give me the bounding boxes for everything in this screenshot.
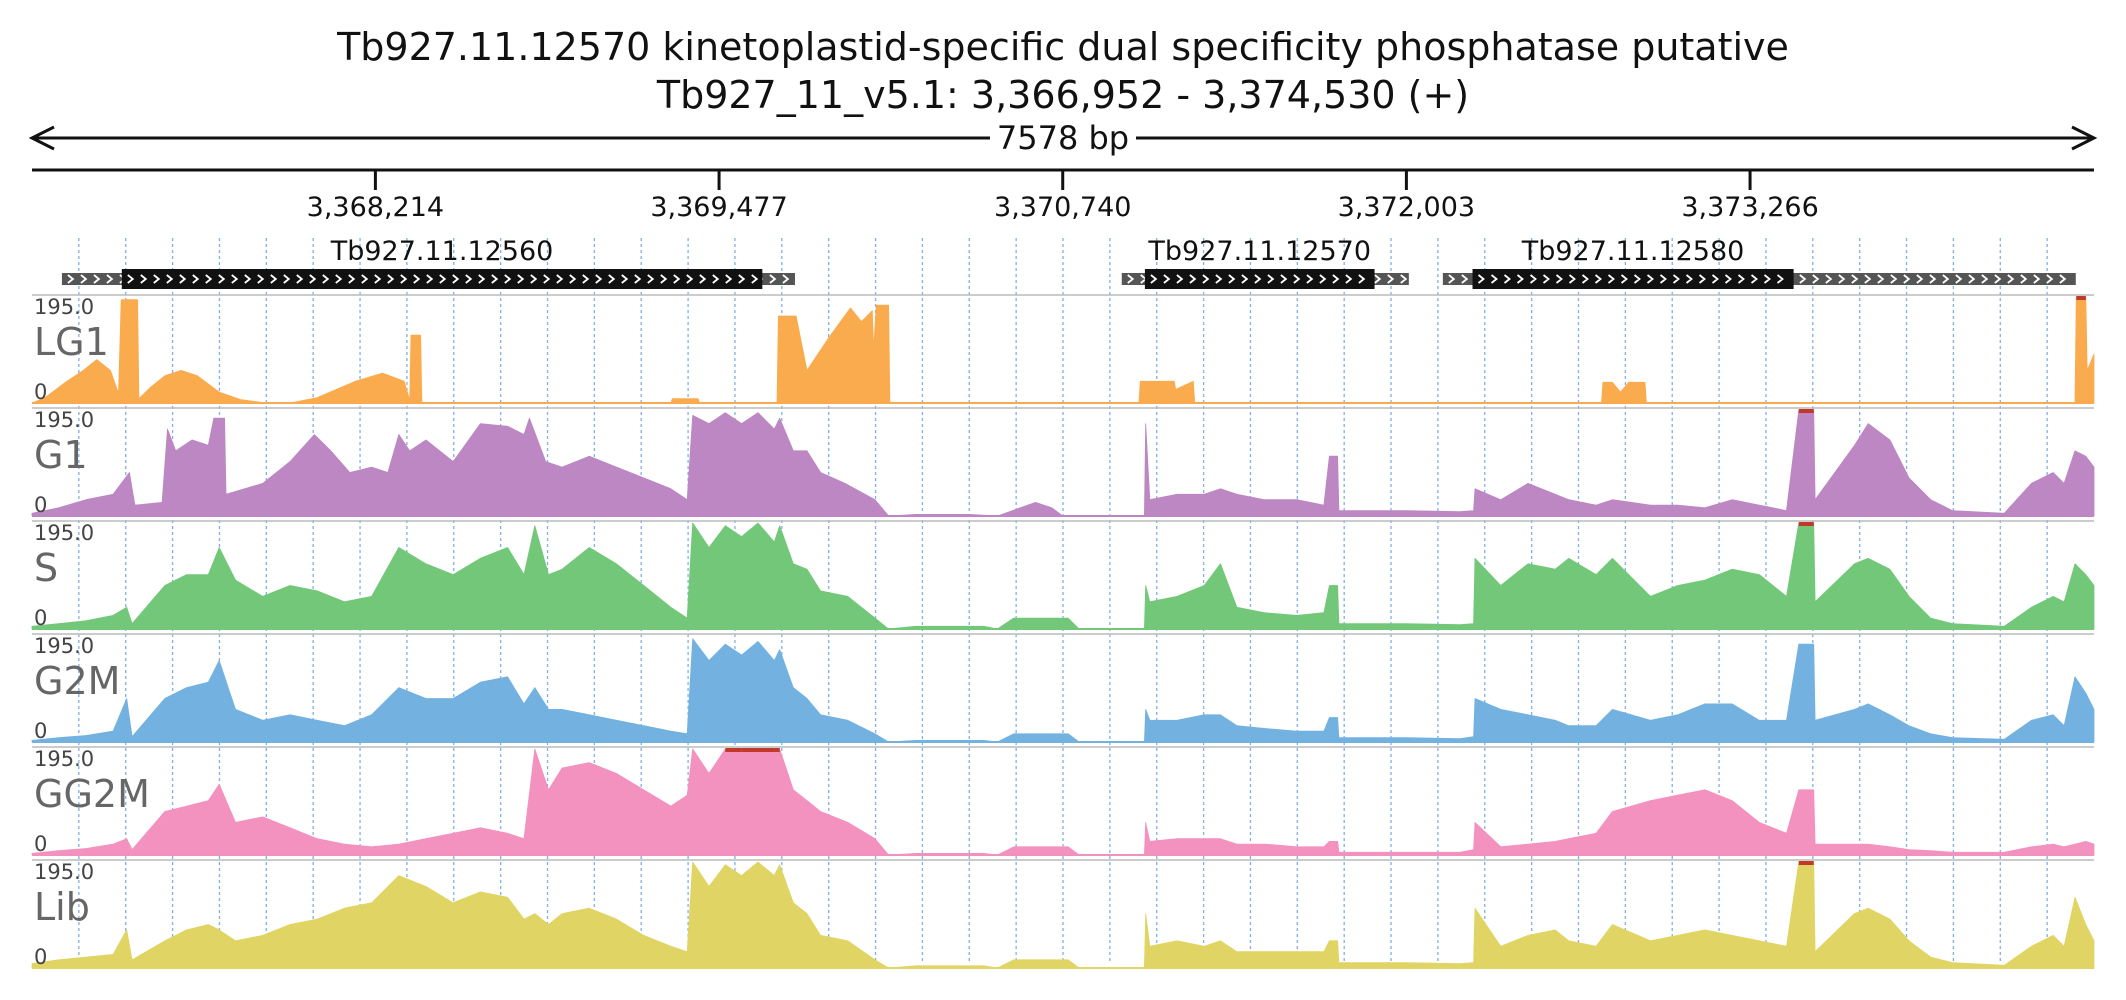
span-arrow-left bbox=[28, 125, 55, 151]
ruler-tick-label: 3,372,003 bbox=[1338, 192, 1475, 223]
track-y-max-label: 195.0 bbox=[34, 295, 94, 319]
coverage-track: 195.0 0 G1 bbox=[31, 407, 2095, 517]
coverage-tracks: 195.00LG1195.00G1195.00S195.00G2M195.00G… bbox=[31, 294, 2095, 969]
span-arrow: 7578 bp bbox=[28, 118, 2098, 158]
gene-cds bbox=[121, 269, 763, 289]
gene-cds-chevrons bbox=[127, 274, 759, 284]
span-label-background bbox=[990, 118, 1136, 158]
coverage-track: 195.0 0 GG2M bbox=[31, 746, 2095, 856]
chart-title: Tb927.11.12570 kinetoplastid-specific du… bbox=[336, 25, 1789, 69]
track-name: G1 bbox=[34, 433, 88, 477]
gene-label: Tb927.11.12560 bbox=[330, 236, 554, 267]
track-y-min-label: 0 bbox=[34, 719, 47, 743]
clip-marker bbox=[774, 748, 780, 752]
clip-marker bbox=[741, 748, 758, 752]
gene-label: Tb927.11.12570 bbox=[1147, 236, 1371, 267]
coverage-area bbox=[31, 748, 2095, 856]
clip-marker bbox=[725, 748, 742, 752]
coverage-track: 195.0 0 Lib bbox=[31, 859, 2095, 969]
chart-subtitle: Tb927_11_v5.1: 3,366,952 - 3,374,530 (+) bbox=[656, 73, 1469, 117]
track-y-max-label: 195.0 bbox=[34, 521, 94, 545]
track-y-max-label: 195.0 bbox=[34, 634, 94, 658]
track-y-min-label: 0 bbox=[34, 606, 47, 630]
clip-marker bbox=[757, 748, 775, 752]
track-name: Lib bbox=[34, 885, 90, 929]
clip-marker bbox=[1798, 409, 1814, 413]
span-arrow-right bbox=[2071, 125, 2098, 151]
track-y-min-label: 0 bbox=[34, 832, 47, 856]
gene-label: Tb927.11.12580 bbox=[1521, 236, 1745, 267]
track-y-max-label: 195.0 bbox=[34, 408, 94, 432]
ruler-tick-label: 3,373,266 bbox=[1681, 192, 1818, 223]
coverage-area bbox=[31, 296, 2095, 404]
clip-marker bbox=[2076, 296, 2086, 300]
track-name: LG1 bbox=[34, 320, 109, 364]
coverage-area bbox=[31, 638, 2095, 743]
clip-marker bbox=[1798, 522, 1814, 526]
track-y-max-label: 195.0 bbox=[34, 860, 94, 884]
span-label: 7578 bp bbox=[997, 119, 1129, 157]
ruler-tick-label: 3,369,477 bbox=[650, 192, 787, 223]
clip-marker bbox=[1798, 861, 1814, 865]
ruler-tick-label: 3,370,740 bbox=[994, 192, 1131, 223]
track-name: S bbox=[34, 546, 58, 590]
track-name: G2M bbox=[34, 659, 120, 703]
coordinate-ruler: 3,368,214 3,369,477 3,370,740 3,372,003 3,37… bbox=[32, 168, 2094, 223]
gene-track: Tb927.11.12560 Tb927.11.12570 Tb927.11.125… bbox=[61, 236, 2076, 289]
gene-cds-chevrons bbox=[1477, 274, 1784, 284]
header: Tb927.11.12570 kinetoplastid-specific du… bbox=[336, 25, 1789, 117]
gene-cds bbox=[1472, 269, 1794, 289]
gene-model: Tb927.11.12580 bbox=[1442, 236, 2076, 289]
coverage-track: 195.0 0 LG1 bbox=[31, 294, 2095, 404]
ruler-tick-label: 3,368,214 bbox=[307, 192, 444, 223]
track-y-min-label: 0 bbox=[34, 945, 47, 969]
gene-cds-chevrons bbox=[1150, 274, 1366, 284]
track-y-min-label: 0 bbox=[34, 493, 47, 517]
coverage-track: 195.0 0 G2M bbox=[31, 633, 2095, 743]
track-y-max-label: 195.0 bbox=[34, 747, 94, 771]
gene-model: Tb927.11.12560 bbox=[61, 236, 795, 289]
gene-model: Tb927.11.12570 bbox=[1121, 236, 1409, 289]
track-name: GG2M bbox=[34, 772, 150, 816]
track-y-min-label: 0 bbox=[34, 380, 47, 404]
coverage-track: 195.0 0 S bbox=[31, 520, 2095, 630]
